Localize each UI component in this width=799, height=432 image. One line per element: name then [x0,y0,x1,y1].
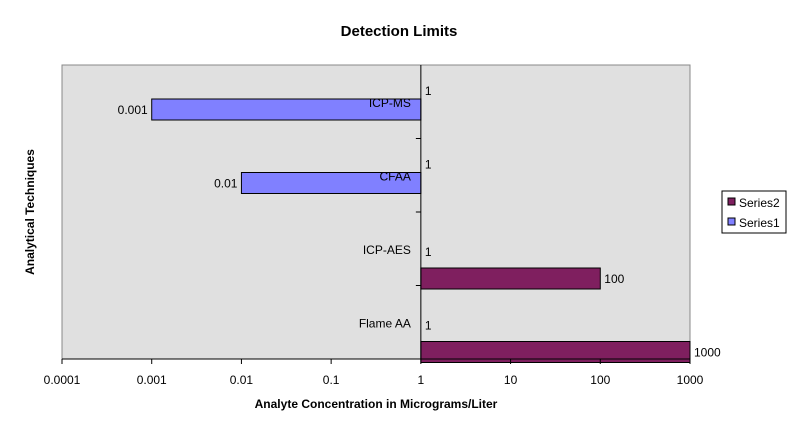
data-label-series1: 0.001 [118,103,148,117]
x-tick-label: 100 [590,373,610,387]
data-label-series2: 1000 [694,346,721,360]
data-label-series2: 100 [604,272,624,286]
category-label: CFAA [380,170,411,184]
data-label-series1: 1 [425,319,432,333]
data-label-series2: 1 [425,84,432,98]
x-tick-label: 0.001 [137,373,167,387]
category-label: Flame AA [359,317,411,331]
x-tick-label: 0.0001 [44,373,81,387]
category-label: ICP-MS [369,96,411,110]
legend-swatch-series1 [727,217,736,226]
category-label: ICP-AES [363,243,411,257]
data-label-series2: 1 [425,158,432,172]
legend: Series2 Series1 [721,190,787,234]
legend-label-series1: Series1 [739,216,780,230]
legend-swatch-series2 [727,197,736,206]
x-tick-label: 0.01 [230,373,254,387]
x-tick-label: 1000 [677,373,704,387]
x-tick-label: 0.1 [323,373,340,387]
legend-label-series2: Series2 [739,196,780,210]
bar-series2 [420,267,601,290]
y-axis-title: Analytical Techniques [23,149,37,275]
x-axis-title: Analyte Concentration in Micrograms/Lite… [255,397,498,411]
x-tick-label: 10 [504,373,518,387]
x-tick-label: 1 [418,373,425,387]
data-label-series1: 0.01 [214,177,238,191]
chart-title: Detection Limits [341,23,458,40]
data-label-series1: 1 [425,245,432,259]
